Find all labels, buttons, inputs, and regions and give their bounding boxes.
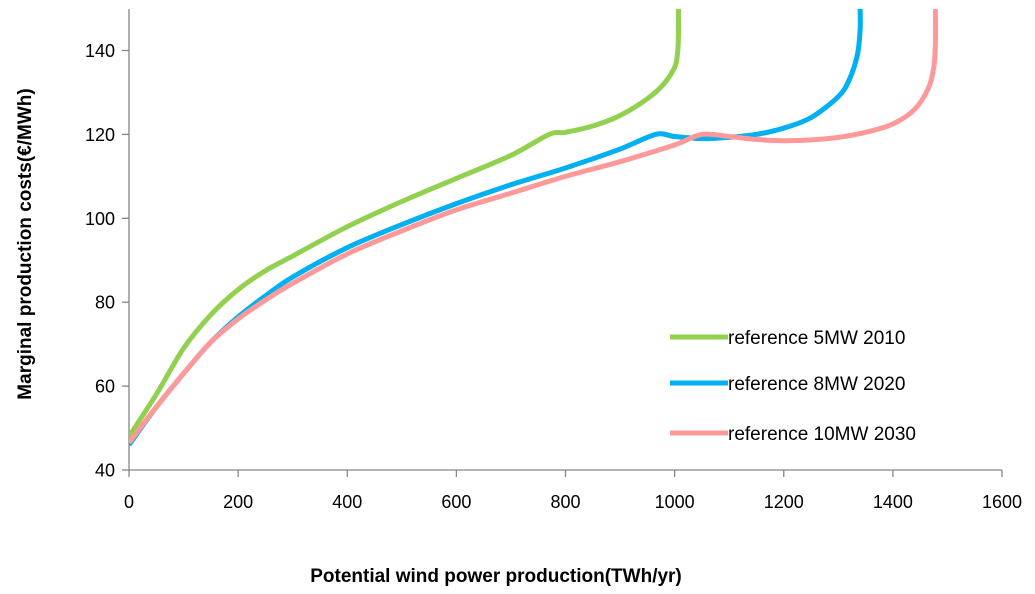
legend-label-2: reference 8MW 2020 [728,374,905,395]
y-tick-label: 80 [95,293,115,313]
x-tick-label: 1600 [982,492,1022,512]
x-tick-label: 600 [441,492,471,512]
x-tick-label: 400 [332,492,362,512]
legend: reference 5MW 2010 reference 8MW 2020 refe… [670,328,916,445]
y-axis-ticks: 40 60 80 100 120 140 [85,41,129,481]
y-tick-label: 120 [85,125,115,145]
x-tick-label: 1400 [873,492,913,512]
x-axis-title: Potential wind power production(TWh/yr) [310,566,682,587]
series-line-1 [129,9,682,438]
series-line-3 [129,9,939,445]
x-tick-label: 1000 [655,492,695,512]
x-tick-label: 200 [223,492,253,512]
y-tick-label: 100 [85,209,115,229]
y-tick-label: 140 [85,41,115,61]
x-tick-label: 0 [124,492,134,512]
x-tick-label: 1200 [764,492,804,512]
y-axis-title: Marginal production costs(€/MWh) [15,88,36,399]
y-tick-label: 40 [95,461,115,481]
x-tick-label: 800 [550,492,580,512]
x-axis-ticks: 0 200 400 600 800 1000 1200 1400 1600 [124,470,1022,512]
legend-label-3: reference 10MW 2030 [728,424,916,445]
plot-area: 40 60 80 100 120 140 0 200 400 600 800 1000 1200 140… [85,9,1022,512]
legend-label-1: reference 5MW 2010 [728,328,905,349]
y-tick-label: 60 [95,377,115,397]
series-lines [129,9,939,447]
